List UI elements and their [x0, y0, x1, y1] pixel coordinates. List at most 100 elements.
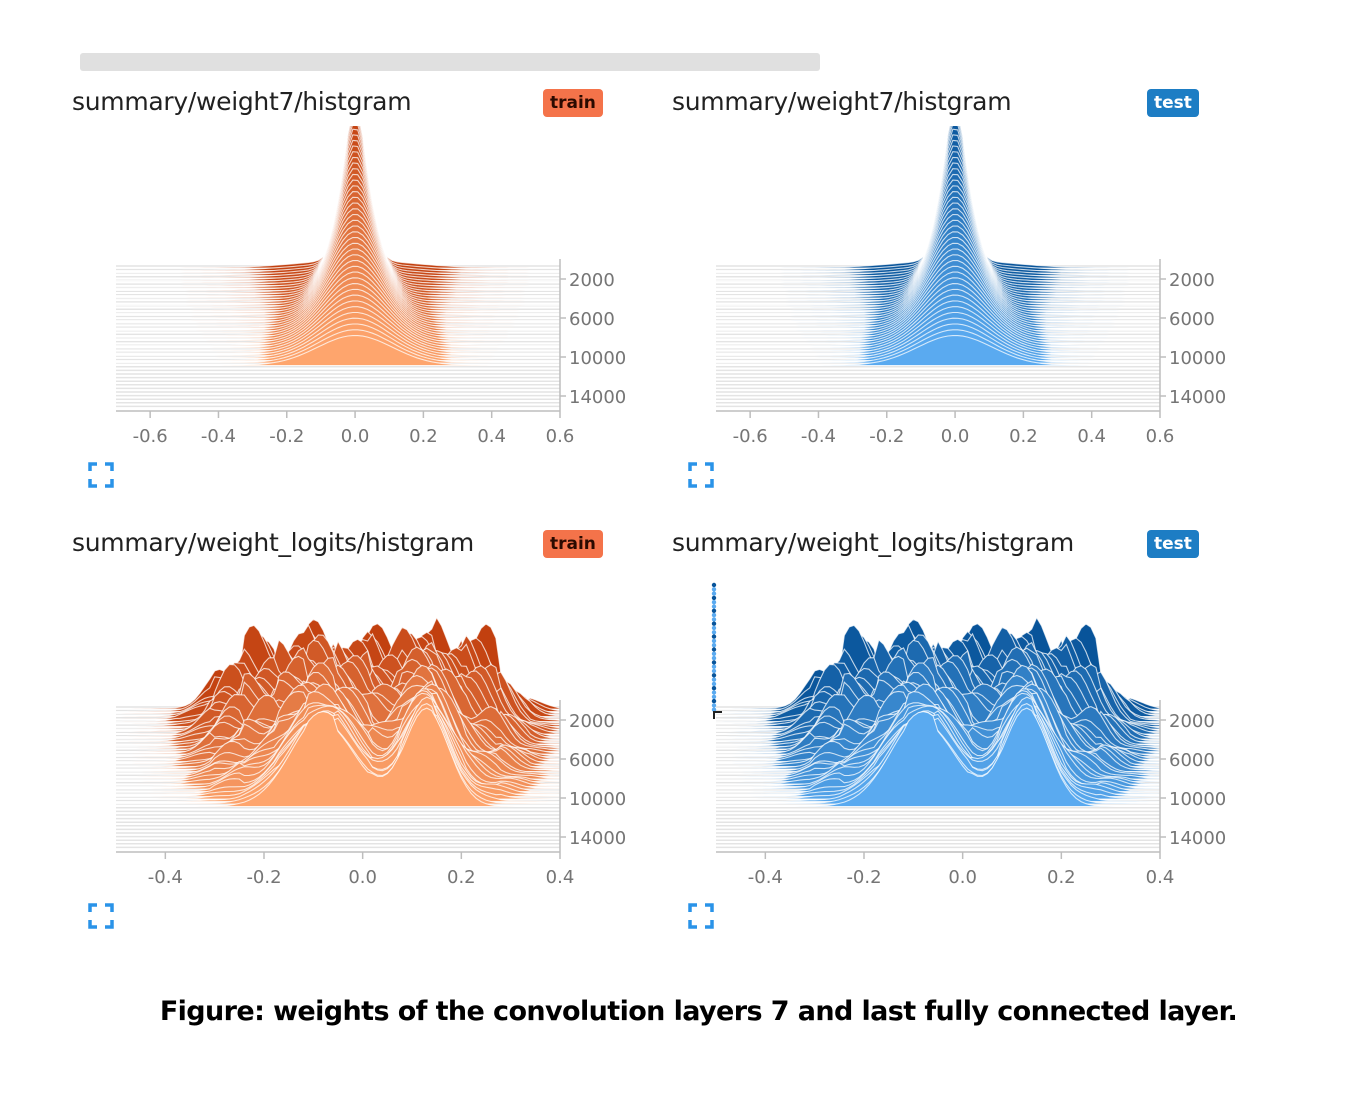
step-scrubber [711, 582, 722, 719]
x-tick-label: -0.2 [246, 867, 281, 888]
histogram-chart: 2000 6000 10000 14000 -0.4 -0.2 0.0 0.2 0.4 [711, 582, 1226, 888]
x-tick-label: 0.0 [348, 867, 377, 888]
expand-icon[interactable] [88, 903, 114, 929]
scrubber-dot [711, 681, 717, 687]
histogram-card-weight7-test: summary/weight7/histgram test 2000 6000 10… [672, 86, 1232, 506]
scrubber-bracket [713, 711, 722, 719]
x-tick-label: 0.4 [1077, 426, 1106, 447]
expand-icon[interactable] [688, 462, 714, 488]
scrubber-dot [711, 668, 717, 674]
scrubber-dot [711, 630, 717, 635]
histogram-ridges [116, 616, 561, 808]
x-tick-label: 0.2 [1047, 867, 1076, 888]
histogram-ridges [116, 126, 560, 367]
step-tick-label: 2000 [569, 711, 615, 732]
figure-caption: Figure: weights of the convolution layer… [159, 996, 1238, 1027]
x-tick-label: -0.2 [269, 426, 304, 447]
x-tick-label: -0.2 [869, 426, 904, 447]
scrubber-dot [711, 608, 717, 613]
scrubber-dot [711, 664, 717, 669]
scrubber-dot [711, 625, 717, 631]
scrubber-dot [711, 600, 717, 605]
run-badge-train: train [543, 530, 603, 558]
x-tick-label: 0.2 [447, 867, 476, 888]
scrubber-dot [711, 647, 717, 652]
x-axis: -0.6 -0.4 -0.2 0.0 0.2 0.4 0.6 [116, 410, 575, 447]
histogram-card-logits-test: summary/weight_logits/histgram test 2000… [672, 527, 1232, 947]
x-tick-label: -0.4 [148, 867, 183, 888]
x-tick-label: 0.4 [546, 867, 575, 888]
x-tick-label: 0.0 [341, 426, 370, 447]
histogram-ridge [716, 707, 1160, 808]
histogram-chart: 2000 6000 10000 14000 -0.6 -0.4 -0.2 0.0 0.2 0.4 0… [116, 126, 626, 447]
x-tick-label: 0.2 [409, 426, 438, 447]
scrubber-dot [711, 582, 717, 588]
step-axis: 2000 6000 10000 14000 [1159, 700, 1226, 852]
step-tick-label: 14000 [569, 828, 626, 849]
step-tick-label: 10000 [569, 348, 626, 369]
run-badge-test: test [1147, 530, 1199, 558]
step-tick-label: 6000 [1169, 750, 1215, 771]
scrubber-dot [711, 703, 717, 708]
scrubber-dot [711, 604, 717, 609]
run-badge-train: train [543, 89, 603, 117]
expand-icon[interactable] [688, 903, 714, 929]
histogram-chart: 2000 6000 10000 14000 -0.4 -0.2 0.0 0.2 0.4 [116, 616, 626, 888]
histogram-card-logits-train: summary/weight_logits/histgram train 200… [72, 527, 632, 947]
scrubber-dot [711, 638, 717, 644]
histogram-ridges [716, 126, 1160, 367]
x-tick-label: 0.0 [941, 426, 970, 447]
scrubber-dot [711, 686, 717, 691]
scrubber-dot [711, 673, 717, 678]
x-axis: -0.6 -0.4 -0.2 0.0 0.2 0.4 0.6 [716, 410, 1175, 447]
top-progress-bar [80, 53, 820, 71]
histogram-ridge [116, 707, 560, 808]
card-title: summary/weight_logits/histgram [72, 528, 474, 557]
x-tick-label: -0.2 [846, 867, 881, 888]
card-title: summary/weight7/histgram [72, 87, 412, 116]
step-axis: 2000 6000 10000 14000 [559, 700, 626, 852]
histogram-chart: 2000 6000 10000 14000 -0.6 -0.4 -0.2 0.0 0.2 0.4 0… [716, 126, 1226, 447]
histogram-ridge [716, 335, 1160, 367]
run-badge-test: test [1147, 89, 1199, 117]
x-tick-label: 0.2 [1009, 426, 1038, 447]
x-tick-label: -0.4 [201, 426, 236, 447]
x-axis: -0.4 -0.2 0.0 0.2 0.4 [116, 851, 575, 888]
scrubber-dot [711, 617, 717, 622]
scrubber-dot [711, 634, 717, 639]
x-tick-label: 0.6 [1146, 426, 1175, 447]
scrubber-dot [711, 690, 717, 695]
x-tick-label: 0.4 [477, 426, 506, 447]
histogram-ridge [116, 335, 560, 367]
step-tick-label: 6000 [1169, 309, 1215, 330]
step-tick-label: 10000 [1169, 348, 1226, 369]
scrubber-dot [711, 651, 717, 656]
step-axis: 2000 6000 10000 14000 [1159, 259, 1226, 411]
x-tick-label: 0.6 [546, 426, 575, 447]
card-title: summary/weight_logits/histgram [672, 528, 1074, 557]
scrubber-dot [711, 643, 717, 648]
scrubber-dot [711, 660, 717, 665]
x-tick-label: 0.0 [948, 867, 977, 888]
step-tick-label: 14000 [569, 387, 626, 408]
scrubber-dot [711, 612, 717, 618]
scrubber-dot [711, 707, 717, 712]
step-tick-label: 14000 [1169, 387, 1226, 408]
scrubber-dot [711, 694, 717, 699]
step-tick-label: 6000 [569, 309, 615, 330]
scrubber-dot [711, 655, 717, 661]
x-tick-label: -0.4 [801, 426, 836, 447]
card-title: summary/weight7/histgram [672, 87, 1012, 116]
step-tick-label: 2000 [1169, 270, 1215, 291]
step-tick-label: 10000 [569, 789, 626, 810]
histogram-ridges [716, 616, 1161, 808]
step-tick-label: 6000 [569, 750, 615, 771]
scrubber-dot [711, 677, 717, 682]
x-axis: -0.4 -0.2 0.0 0.2 0.4 [716, 851, 1174, 888]
scrubber-dot [711, 587, 717, 592]
histogram-card-weight7-train: summary/weight7/histgram train 2000 6000 1… [72, 86, 632, 506]
step-tick-label: 10000 [1169, 789, 1226, 810]
scrubber-dot [711, 698, 717, 704]
x-tick-label: -0.4 [748, 867, 783, 888]
expand-icon[interactable] [88, 462, 114, 488]
